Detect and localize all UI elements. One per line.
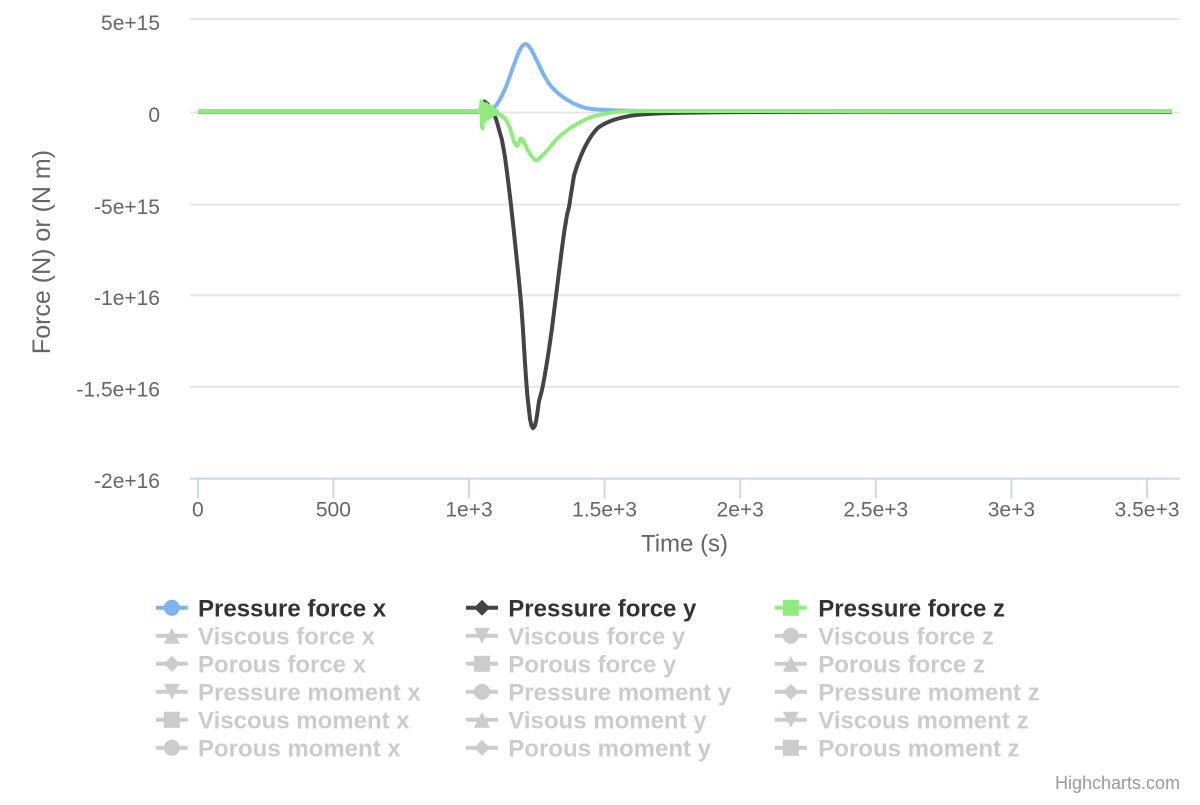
svg-text:-2e+16: -2e+16 [94,470,160,493]
svg-text:Pressure moment y: Pressure moment y [508,679,731,706]
svg-text:Force (N) or (N m): Force (N) or (N m) [28,150,56,354]
svg-text:Porous force z: Porous force z [818,651,985,678]
svg-text:Time (s): Time (s) [641,530,728,557]
svg-text:Porous force x: Porous force x [198,651,367,678]
svg-text:3e+3: 3e+3 [988,498,1035,521]
svg-text:2e+3: 2e+3 [717,498,764,521]
svg-text:Viscous moment x: Viscous moment x [198,707,410,734]
svg-text:-1.5e+16: -1.5e+16 [77,378,161,401]
svg-text:Viscous force z: Viscous force z [818,623,994,650]
svg-text:-5e+15: -5e+15 [94,196,160,219]
svg-text:Pressure force y: Pressure force y [508,595,697,622]
svg-text:Pressure force x: Pressure force x [198,595,387,622]
svg-text:Porous force y: Porous force y [508,651,677,678]
svg-text:500: 500 [316,498,351,521]
svg-text:Visous moment y: Visous moment y [508,707,707,734]
svg-text:Viscous moment z: Viscous moment z [818,707,1028,734]
svg-text:Viscous force x: Viscous force x [198,623,376,650]
svg-text:5e+15: 5e+15 [101,12,160,35]
svg-text:Pressure force z: Pressure force z [818,595,1005,622]
svg-text:Porous moment z: Porous moment z [818,735,1019,762]
svg-text:3.5e+3: 3.5e+3 [1115,498,1180,521]
svg-text:2.5e+3: 2.5e+3 [843,498,908,521]
svg-text:Porous moment x: Porous moment x [198,735,401,762]
svg-text:Viscous force y: Viscous force y [508,623,686,650]
svg-text:1.5e+3: 1.5e+3 [572,498,637,521]
svg-text:Pressure moment z: Pressure moment z [818,679,1039,706]
svg-text:-1e+16: -1e+16 [94,287,160,310]
svg-text:0: 0 [192,498,204,521]
svg-text:Pressure moment x: Pressure moment x [198,679,421,706]
svg-text:Highcharts.com: Highcharts.com [1055,773,1180,793]
svg-text:1e+3: 1e+3 [445,498,492,521]
svg-text:Porous moment y: Porous moment y [508,735,711,762]
svg-text:0: 0 [148,104,160,127]
